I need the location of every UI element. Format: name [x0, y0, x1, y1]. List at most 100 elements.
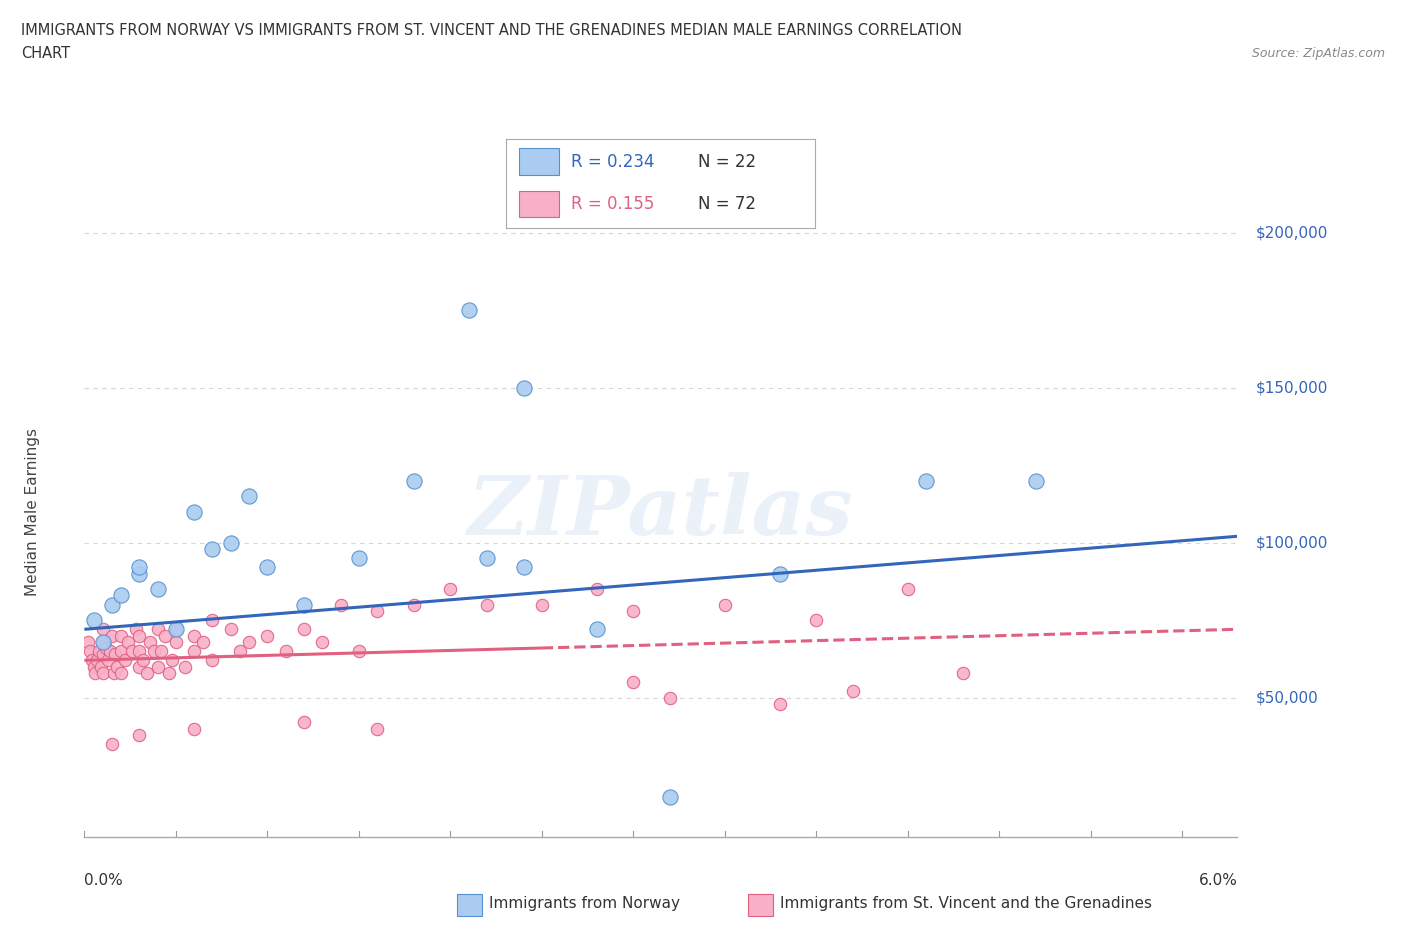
Text: R = 0.234: R = 0.234	[571, 153, 655, 170]
Point	[238, 634, 260, 649]
Point	[86, 653, 108, 668]
Point	[439, 581, 461, 596]
Text: ZIPatlas: ZIPatlas	[468, 472, 853, 551]
Text: IMMIGRANTS FROM NORWAY VS IMMIGRANTS FROM ST. VINCENT AND THE GRENADINES MEDIAN : IMMIGRANTS FROM NORWAY VS IMMIGRANTS FRO…	[21, 23, 962, 38]
Point	[311, 634, 333, 649]
Point	[897, 581, 920, 596]
Point	[402, 597, 425, 612]
Point	[142, 644, 165, 658]
Point	[915, 473, 938, 488]
Point	[659, 790, 682, 804]
Point	[114, 653, 136, 668]
Point	[183, 644, 205, 658]
Point	[183, 504, 205, 519]
FancyBboxPatch shape	[519, 149, 558, 175]
Point	[160, 653, 183, 668]
Point	[128, 560, 150, 575]
Point	[128, 644, 150, 658]
Point	[769, 566, 792, 581]
Text: CHART: CHART	[21, 46, 70, 61]
Point	[585, 581, 607, 596]
Point	[91, 634, 114, 649]
Point	[121, 644, 143, 658]
Point	[292, 597, 315, 612]
Point	[475, 551, 498, 565]
Point	[201, 653, 224, 668]
Point	[87, 644, 110, 658]
Text: 6.0%: 6.0%	[1198, 872, 1237, 888]
Text: 0.0%: 0.0%	[84, 872, 124, 888]
Point	[135, 665, 157, 680]
Text: Median Male Earnings: Median Male Earnings	[25, 428, 39, 595]
Point	[292, 715, 315, 730]
Point	[91, 665, 114, 680]
Point	[229, 644, 252, 658]
Point	[512, 560, 534, 575]
Point	[105, 659, 128, 674]
Point	[256, 628, 278, 643]
Point	[83, 659, 105, 674]
Point	[110, 588, 132, 603]
Point	[98, 644, 121, 658]
Point	[475, 597, 498, 612]
Point	[402, 473, 425, 488]
Text: $50,000: $50,000	[1256, 690, 1319, 705]
Point	[128, 659, 150, 674]
Point	[84, 665, 107, 680]
Point	[79, 644, 101, 658]
Point	[274, 644, 297, 658]
Point	[132, 653, 155, 668]
Point	[585, 622, 607, 637]
Text: R = 0.155: R = 0.155	[571, 195, 654, 213]
Text: N = 22: N = 22	[697, 153, 756, 170]
Point	[530, 597, 553, 612]
Point	[366, 604, 388, 618]
Point	[201, 541, 224, 556]
Point	[347, 644, 370, 658]
Point	[201, 613, 224, 628]
Point	[128, 566, 150, 581]
Point	[238, 488, 260, 503]
Point	[714, 597, 737, 612]
Point	[104, 646, 127, 661]
Point	[621, 604, 644, 618]
Point	[117, 634, 139, 649]
FancyBboxPatch shape	[519, 191, 558, 218]
Point	[174, 659, 197, 674]
Point	[842, 684, 865, 698]
Point	[128, 628, 150, 643]
Text: $100,000: $100,000	[1256, 535, 1327, 550]
Point	[659, 690, 682, 705]
Point	[110, 644, 132, 658]
Text: Immigrants from Norway: Immigrants from Norway	[489, 897, 681, 911]
Point	[219, 535, 242, 550]
Point	[366, 721, 388, 736]
Point	[146, 622, 169, 637]
Point	[96, 641, 118, 656]
Point	[101, 737, 124, 751]
Point	[806, 613, 828, 628]
Text: Immigrants from St. Vincent and the Grenadines: Immigrants from St. Vincent and the Gren…	[780, 897, 1153, 911]
Point	[101, 628, 124, 643]
Point	[91, 622, 114, 637]
Point	[165, 622, 187, 637]
Point	[91, 646, 114, 661]
Point	[621, 674, 644, 689]
Point	[256, 560, 278, 575]
Point	[83, 613, 105, 628]
Point	[150, 644, 173, 658]
Point	[124, 622, 146, 637]
Text: $150,000: $150,000	[1256, 380, 1327, 395]
Point	[80, 653, 103, 668]
Point	[101, 597, 124, 612]
Point	[219, 622, 242, 637]
Point	[457, 302, 479, 317]
Point	[769, 697, 792, 711]
Point	[512, 380, 534, 395]
Point	[183, 628, 205, 643]
Point	[91, 634, 114, 649]
Point	[146, 659, 169, 674]
Point	[139, 634, 162, 649]
Point	[90, 659, 112, 674]
Text: $200,000: $200,000	[1256, 225, 1327, 240]
